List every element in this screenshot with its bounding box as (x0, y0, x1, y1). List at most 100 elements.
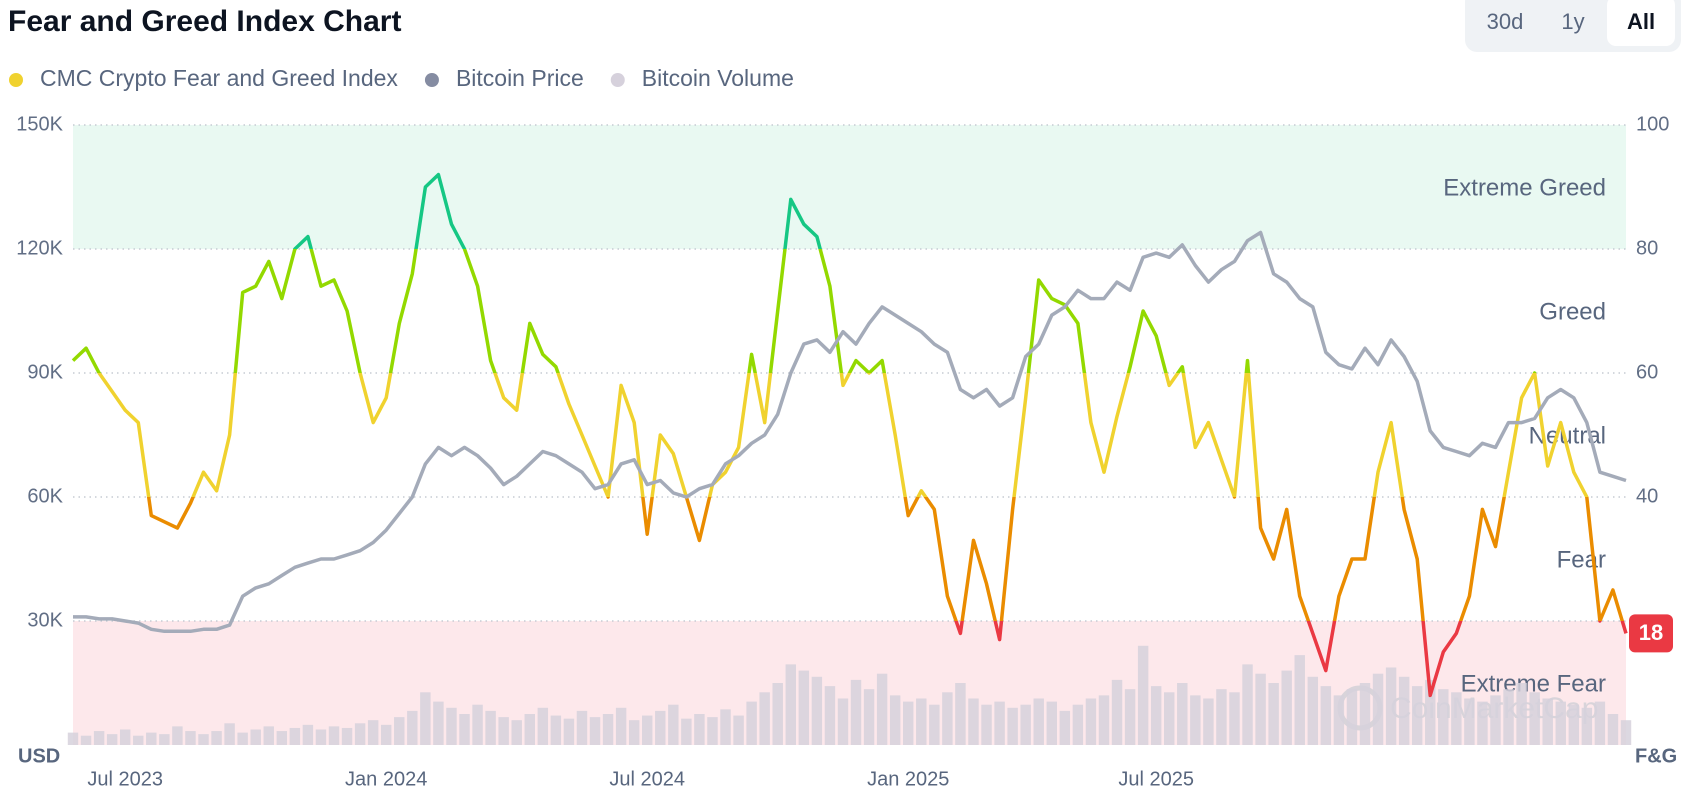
volume-bar (929, 704, 940, 745)
volume-bar (315, 729, 327, 745)
volume-bar (224, 723, 235, 745)
legend-label[interactable]: Bitcoin Price (456, 65, 584, 91)
volume-bar (1411, 686, 1423, 745)
volume-bar (367, 720, 379, 745)
volume-bar (1451, 692, 1462, 745)
volume-bar (1385, 667, 1397, 745)
volume-bar (1464, 698, 1475, 745)
volume-bar (1294, 655, 1305, 745)
volume-bar (185, 731, 196, 745)
volume-bar (433, 701, 444, 745)
volume-bar (407, 710, 418, 745)
volume-bar (1164, 692, 1175, 745)
volume-bar (563, 718, 575, 745)
y2-tick-label: 60 (1636, 361, 1658, 383)
volume-bar (550, 715, 562, 745)
volume-bar (328, 726, 340, 745)
volume-bar (1307, 676, 1319, 745)
volume-bar (1229, 692, 1240, 745)
y-axis-label: USD (18, 745, 60, 767)
volume-bar (1020, 704, 1031, 745)
volume-bar (641, 715, 653, 745)
volume-bar (276, 731, 288, 745)
volume-bar (1059, 710, 1071, 745)
volume-bar (1046, 701, 1058, 745)
legend-dot (424, 73, 439, 87)
current-value: 18 (1639, 620, 1663, 645)
volume-bar (798, 670, 810, 745)
range-button[interactable]: All (1627, 9, 1655, 34)
volume-bar (1203, 698, 1214, 745)
volume-bar (1072, 704, 1084, 745)
y-tick-label: 30K (27, 609, 63, 631)
volume-bar (850, 679, 862, 745)
volume-bar (394, 717, 405, 745)
volume-bar (93, 731, 105, 745)
volume-bar (733, 715, 744, 745)
volume-bar (1346, 689, 1358, 745)
current-badge (1629, 614, 1673, 653)
volume-bar (1150, 686, 1162, 745)
range-button-active (1607, 0, 1675, 46)
chart-title: Fear and Greed Index Chart (8, 5, 401, 38)
volume-bar (1398, 676, 1410, 745)
volume-bar (916, 698, 927, 745)
volume-bar (1137, 645, 1149, 745)
volume-bar (1190, 695, 1201, 745)
volume-bar (446, 707, 457, 745)
volume-bar (1477, 701, 1488, 745)
zone-label: Greed (1539, 298, 1606, 325)
range-button[interactable]: 1y (1561, 9, 1584, 34)
y2-axis-label: F&G (1635, 745, 1677, 767)
volume-bar (1242, 664, 1253, 745)
x-tick-label: Jul 2025 (1118, 768, 1194, 790)
volume-bar (511, 720, 522, 745)
x-tick-label: Jan 2024 (345, 768, 427, 790)
volume-bar (1594, 701, 1606, 745)
legend-label[interactable]: CMC Crypto Fear and Greed Index (40, 65, 398, 91)
volume-bar (942, 692, 953, 745)
x-tick-label: Jul 2024 (609, 768, 685, 790)
volume-bar (772, 683, 783, 745)
zone-band (73, 125, 1626, 249)
volume-bar (459, 714, 470, 745)
volume-bar (994, 701, 1005, 745)
volume-bar (615, 707, 627, 745)
volume-bar (1425, 679, 1436, 745)
volume-bar (889, 695, 901, 745)
volume-bar (968, 698, 979, 745)
y-tick-label: 90K (27, 361, 63, 383)
range-button[interactable]: 30d (1487, 9, 1524, 34)
volume-bar (1007, 707, 1018, 745)
volume-bar (785, 664, 796, 745)
volume-bar (1255, 673, 1266, 745)
volume-bar (811, 676, 823, 745)
volume-bar (1281, 670, 1292, 745)
legend-dot (9, 73, 23, 87)
volume-bar (759, 692, 770, 745)
volume-bar (746, 701, 757, 745)
volume-bar (824, 686, 836, 745)
volume-bar (498, 717, 509, 745)
volume-bar (1372, 673, 1384, 745)
volume-bar (981, 704, 992, 745)
volume-bar (133, 735, 144, 745)
volume-bar (1529, 692, 1540, 745)
volume-bar (863, 689, 875, 745)
volume-bar (589, 717, 601, 745)
volume-bar (576, 710, 588, 745)
volume-bar (1503, 689, 1514, 745)
volume-bar (146, 732, 157, 745)
volume-bar (655, 710, 666, 745)
volume-bar (1607, 714, 1619, 745)
zone-label: Extreme Greed (1443, 174, 1606, 201)
volume-bar (80, 735, 92, 745)
volume-bar (1516, 683, 1527, 745)
y-tick-label: 60K (27, 485, 63, 507)
legend-label[interactable]: Bitcoin Volume (642, 65, 794, 91)
volume-bar (302, 724, 314, 745)
volume-bar (1216, 689, 1227, 745)
volume-bar (720, 709, 731, 745)
price-line (73, 230, 1627, 634)
y2-tick-label: 40 (1636, 485, 1658, 507)
